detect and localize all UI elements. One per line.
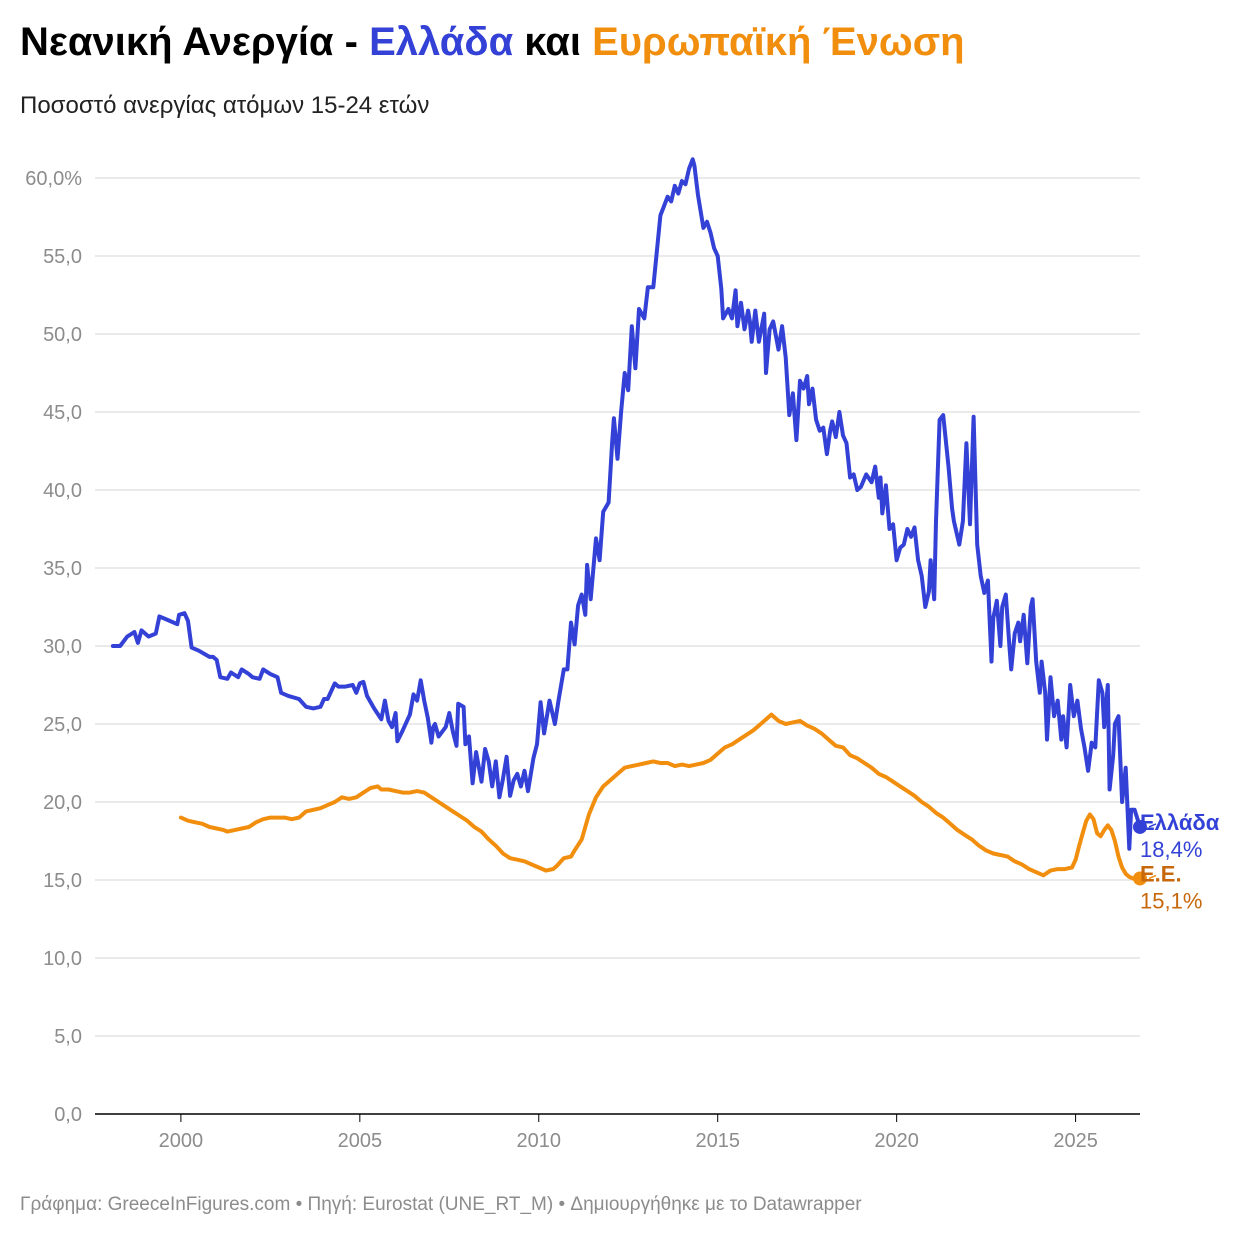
y-tick-label: 50,0: [43, 324, 82, 346]
x-axis-ticks: 2000 2005 2010 2015 2020 2025: [159, 1114, 1098, 1152]
title-eu: Ευρωπαϊκή Ένωση: [592, 20, 965, 64]
y-tick-label: 35,0: [43, 558, 82, 580]
y-axis-ticks: 0,0 5,0 10,0 15,0 20,0 25,0 30,0 35,0 40,0 45,0 50…: [25, 168, 82, 1126]
y-tick-label: 45,0: [43, 402, 82, 424]
title-greece: Ελλάδα: [369, 20, 514, 64]
y-tick-label: 0,0: [54, 1104, 82, 1126]
y-tick-label: 40,0: [43, 480, 82, 502]
footer-credits: Γράφημα: GreeceInFigures.com • Πηγή: Eur…: [20, 1194, 862, 1215]
y-tick-label: 30,0: [43, 636, 82, 658]
end-label-value-greece: 18,4%: [1140, 837, 1202, 862]
label-connector-greece: [1148, 823, 1157, 828]
end-label-value-eu: 15,1%: [1140, 888, 1202, 913]
x-tick-label: 2000: [159, 1130, 204, 1152]
y-tick-label: 15,0: [43, 870, 82, 892]
series-line-greece: [110, 157, 1142, 851]
label-connector-eu: [1148, 874, 1157, 880]
title-and: και: [513, 20, 593, 64]
x-tick-label: 2005: [338, 1130, 383, 1152]
y-tick-label: 5,0: [54, 1026, 82, 1048]
y-tick-label: 55,0: [43, 246, 82, 268]
series-lines: [110, 157, 1147, 886]
y-tick-label: 10,0: [43, 948, 82, 970]
page-title: Νεανική Ανεργία - Ελλάδα και Ευρωπαϊκή Έ…: [20, 20, 965, 65]
y-tick-label: 60,0%: [25, 168, 82, 190]
page-subtitle: Ποσοστό ανεργίας ατόμων 15-24 ετών: [20, 92, 430, 119]
end-label-name-greece: Ελλάδα: [1140, 810, 1220, 835]
y-tick-label: 25,0: [43, 714, 82, 736]
x-tick-label: 2020: [874, 1130, 919, 1152]
end-point-greece: [1133, 819, 1147, 834]
end-label-name-eu: Ε.Ε.: [1140, 861, 1182, 886]
x-tick-label: 2010: [517, 1130, 562, 1152]
y-tick-label: 20,0: [43, 792, 82, 814]
series-line-eu: [178, 712, 1142, 881]
grid-lines: [95, 177, 1140, 1115]
title-part1: Νεανική Ανεργία -: [20, 20, 370, 64]
end-point-eu: [1133, 871, 1147, 886]
x-tick-label: 2025: [1053, 1130, 1098, 1152]
x-tick-label: 2015: [695, 1130, 740, 1152]
